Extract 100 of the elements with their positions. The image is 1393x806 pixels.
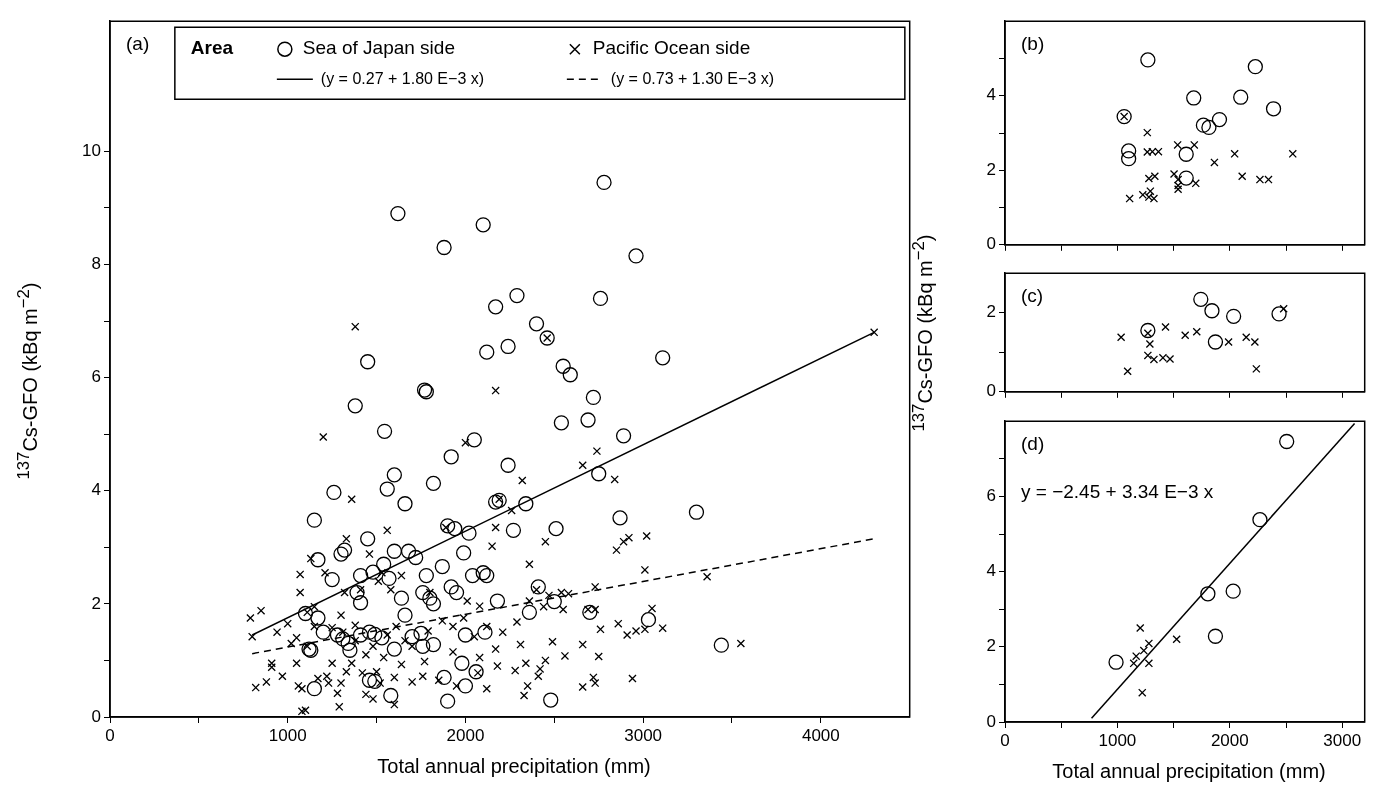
point <box>1252 364 1261 374</box>
annotation: y = −2.45 + 3.34 E−3 x <box>1021 480 1214 502</box>
y-tick-label: 4 <box>986 561 996 581</box>
point <box>1181 331 1190 340</box>
point <box>1144 174 1154 183</box>
y-tick-label: 4 <box>986 85 996 105</box>
point <box>1242 333 1251 342</box>
x-tick-label: 3000 <box>1323 730 1362 750</box>
point <box>1233 89 1249 105</box>
point <box>1144 659 1154 668</box>
point <box>1186 90 1202 106</box>
point <box>1271 306 1287 322</box>
point <box>1143 351 1153 360</box>
y-tick-label: 6 <box>986 486 996 506</box>
point <box>1255 175 1265 184</box>
legend-label: Sea of Japan side <box>302 37 455 59</box>
point <box>1279 433 1295 450</box>
legend-title: Area <box>190 37 234 59</box>
x-tick-label: 0 <box>1000 730 1010 750</box>
x-tick-label: 2000 <box>446 725 485 745</box>
point <box>1143 128 1152 137</box>
point <box>1250 337 1260 347</box>
point <box>1138 190 1147 200</box>
x-axis-title: Total annual precipitation (mm) <box>376 755 652 778</box>
point <box>1279 304 1288 313</box>
y-tick-label: 0 <box>986 234 996 254</box>
x-axis-title: Total annual precipitation (mm) <box>1051 760 1327 783</box>
point <box>1121 151 1137 167</box>
point <box>1148 147 1157 156</box>
point <box>1123 367 1132 376</box>
point <box>1121 143 1137 159</box>
y-tick-label: 0 <box>986 711 996 731</box>
y-tick-label: 0 <box>986 381 996 401</box>
point <box>1210 158 1219 167</box>
point <box>1225 308 1242 324</box>
y-tick-label: 10 <box>82 141 101 160</box>
x-tick-label: 3000 <box>624 725 663 745</box>
x-tick-label: 0 <box>105 725 115 745</box>
x-tick-label: 4000 <box>801 725 840 745</box>
x-tick-label: 2000 <box>1210 730 1249 750</box>
point <box>1204 303 1220 319</box>
point <box>1172 635 1181 644</box>
x-tick-label: 1000 <box>268 725 307 745</box>
point <box>1158 353 1168 362</box>
point <box>1178 146 1194 162</box>
legend-label: (y = 0.73 + 1.30 E−3 x) <box>610 69 775 87</box>
annotation: (c) <box>1021 284 1044 306</box>
point <box>1230 149 1239 159</box>
point <box>1191 179 1200 188</box>
annotation: (d) <box>1021 432 1045 454</box>
y-tick-label: 0 <box>91 706 101 726</box>
point <box>1200 586 1216 602</box>
point <box>1288 149 1297 159</box>
x-tick-label: 1000 <box>1098 730 1137 750</box>
point <box>1139 646 1149 655</box>
point <box>1247 59 1263 75</box>
point <box>1150 172 1160 181</box>
point <box>1108 654 1124 670</box>
point <box>1207 628 1224 644</box>
point <box>1154 147 1163 156</box>
point <box>1116 333 1126 342</box>
point <box>1237 172 1247 181</box>
point <box>1195 117 1212 133</box>
point <box>1211 111 1228 128</box>
point <box>1161 322 1170 332</box>
y-tick-label: 4 <box>91 480 101 500</box>
point <box>1173 140 1182 150</box>
point <box>1207 334 1224 350</box>
legend-label: (y = 0.27 + 1.80 E−3 x) <box>320 69 485 87</box>
point <box>1140 52 1156 68</box>
point <box>1145 339 1155 349</box>
annotation: (a) <box>126 32 150 54</box>
point <box>1225 583 1241 599</box>
point <box>1264 175 1273 184</box>
point <box>1165 354 1175 364</box>
point <box>1136 623 1145 633</box>
point <box>1149 194 1159 203</box>
point <box>1138 688 1147 697</box>
y-tick-label: 6 <box>91 367 101 387</box>
point <box>1192 327 1201 336</box>
point <box>1140 322 1156 339</box>
point <box>1169 169 1179 179</box>
point <box>1265 101 1282 117</box>
y-tick-label: 2 <box>986 159 996 179</box>
annotation: (b) <box>1021 32 1045 54</box>
point <box>1178 170 1194 186</box>
point <box>1149 355 1159 364</box>
point <box>1125 194 1134 203</box>
y-tick-label: 2 <box>986 302 996 322</box>
y-tick-label: 2 <box>91 593 101 613</box>
point <box>1201 119 1217 136</box>
point <box>1144 639 1154 648</box>
y-tick-label: 2 <box>986 636 996 656</box>
point <box>1252 512 1268 528</box>
point <box>1143 147 1152 157</box>
point <box>1193 291 1209 307</box>
point <box>1116 108 1132 125</box>
point <box>1190 140 1199 150</box>
point <box>1224 337 1233 347</box>
y-tick-label: 8 <box>91 254 101 274</box>
